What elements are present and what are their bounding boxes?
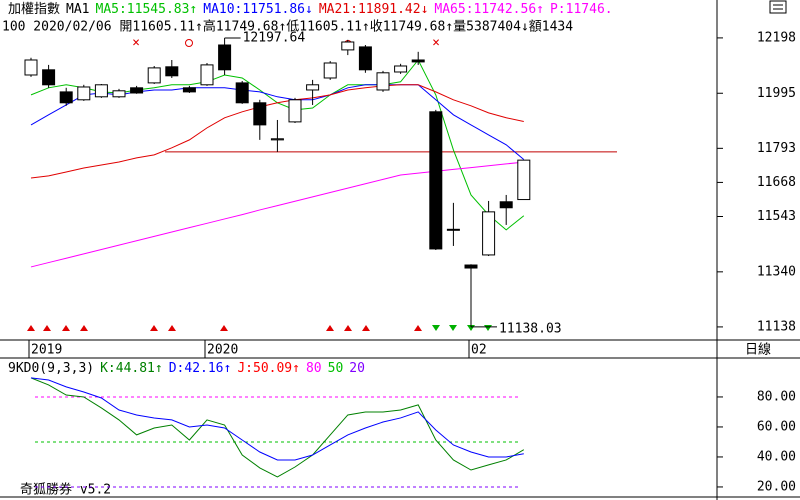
y-tick-label: 11995 [757, 86, 796, 101]
candle-body [42, 69, 56, 86]
kd-line [30, 377, 525, 478]
legend-entry: MA21:11891.42↓ [319, 2, 429, 17]
candle-body [446, 228, 460, 231]
candle-body [235, 82, 249, 104]
legend-level: 20 [349, 361, 365, 376]
candle-body [341, 41, 355, 51]
y-tick-label: 40.00 [757, 449, 796, 464]
candle-body [323, 62, 337, 79]
candle-body [358, 46, 372, 71]
x-tick-label: 2019 [31, 343, 62, 358]
subtitle: MA1 [66, 2, 89, 17]
menu-button[interactable] [769, 0, 787, 14]
y-tick-label: 11138 [757, 319, 796, 334]
candle-body [77, 86, 91, 101]
ma-line [30, 84, 524, 179]
y-tick-label: 12198 [757, 30, 796, 45]
candle-body [59, 91, 73, 104]
y-tick-label: 11668 [757, 175, 796, 190]
candle-body [464, 264, 478, 269]
buy-signals [27, 325, 422, 331]
candle-body [182, 87, 196, 93]
y-tick-label: 11793 [757, 141, 796, 156]
candle-body [112, 90, 126, 98]
annotation: 11138.03 [499, 321, 562, 336]
candle-body [24, 59, 38, 76]
candle-body [499, 201, 513, 209]
legend-entry: MA5:11545.83↑ [96, 2, 198, 17]
candle-body [218, 44, 232, 71]
candle-body [517, 159, 531, 201]
candle-body [306, 84, 320, 91]
info-line: 100 2020/02/06 開11605.11↑高11749.68↑低1160… [2, 19, 573, 35]
legend-extra: J:50.09↑ [237, 361, 300, 376]
candle-body [200, 64, 214, 86]
y-tick-label: 11543 [757, 209, 796, 224]
signal-x: × [432, 36, 440, 51]
indicator-title: 9KD0(9,3,3) [8, 361, 94, 376]
sell-markers [432, 325, 492, 331]
legend-extra: P:11746. [550, 2, 613, 17]
footer: 奇狐勝券 v5.2 [20, 482, 111, 498]
signal-o [185, 39, 193, 47]
candle-body [165, 66, 179, 77]
y-tick-label: 20.00 [757, 479, 796, 494]
period-label: 日線 [745, 342, 771, 358]
candle-body [394, 65, 408, 73]
annotation: 12197.64 [243, 31, 306, 46]
candle-body [94, 84, 108, 98]
candle-body [270, 138, 284, 141]
candle-body [376, 72, 390, 91]
candle-body [130, 87, 144, 94]
y-tick-label: 60.00 [757, 419, 796, 434]
y-tick-label: 80.00 [757, 389, 796, 404]
legend: 9KD0(9,3,3) K:44.81↑ D:42.16↑ J:50.09↑ 80 50 2… [8, 361, 365, 376]
candle-body [147, 67, 161, 84]
kd-line [30, 377, 524, 461]
buy-markers [27, 325, 422, 331]
signal-x: × [132, 36, 140, 51]
chart-title: 加權指數 [8, 2, 60, 17]
candle-body [288, 99, 302, 123]
candle-body [253, 102, 267, 126]
legend: 加權指數 MA1 MA5:11545.83↑ MA10:11751.86↓ MA21:1… [8, 2, 613, 17]
legend-level: 80 [306, 361, 322, 376]
legend-level: 50 [328, 361, 344, 376]
legend-entry: MA65:11742.56↑ [434, 2, 544, 17]
x-tick-label: 2020 [207, 343, 238, 358]
x-tick-label: 02 [471, 343, 487, 358]
candle-body [482, 211, 496, 256]
legend-entry: D:42.16↑ [169, 361, 232, 376]
y-tick-label: 11340 [757, 264, 796, 279]
candle-body [411, 59, 425, 63]
legend-entry: K:44.81↑ [100, 361, 163, 376]
candle-body [429, 111, 443, 250]
legend-entry: MA10:11751.86↓ [203, 2, 313, 17]
